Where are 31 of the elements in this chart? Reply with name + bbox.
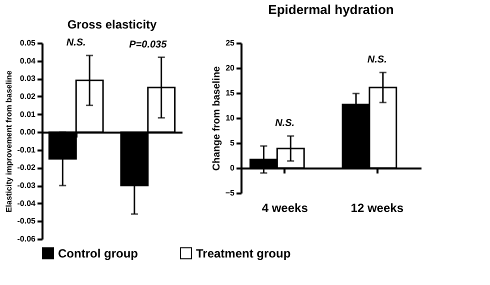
y-tick-label: 10 (226, 114, 236, 122)
y-tick-label: -0.02 (17, 163, 36, 172)
annotation: P=0.035 (129, 39, 168, 50)
y-tick-label: 0.00 (20, 128, 36, 137)
legend-label: Treatment group (196, 246, 291, 260)
y-tick-label: -0.05 (17, 216, 36, 226)
annotation: N.S. (367, 54, 387, 66)
y-tick-label: 5 (230, 138, 236, 148)
y-tick-label: 25 (226, 38, 236, 48)
y-axis-title: Change from baseline (211, 66, 222, 171)
y-tick-label: 0.04 (20, 56, 36, 66)
annotation: N.S. (275, 118, 295, 129)
y-axis-title: Elasticity improvement from baseline (4, 70, 14, 212)
y-tick-label: 0 (230, 164, 236, 172)
y-tick-label: -0.06 (17, 234, 36, 244)
y-tick-label: 15 (226, 88, 236, 98)
y-tick-label: 20 (226, 64, 236, 72)
y-tick-label: 0.05 (20, 38, 36, 48)
legend-label: Control group (58, 246, 138, 260)
x-tick-label: 4 weeks (262, 201, 308, 215)
y-tick-label: -0.04 (17, 198, 36, 208)
y-tick-label: 0.02 (20, 92, 36, 101)
y-tick-label: 0.03 (20, 74, 36, 84)
chart-title: Epidermal hydration (268, 2, 394, 17)
y-tick-label: 0.01 (20, 110, 36, 119)
y-tick-label: -0.01 (17, 145, 36, 154)
annotation: N.S. (66, 37, 86, 48)
y-tick-label: -0.03 (17, 181, 36, 190)
chart-title: Gross elasticity (67, 17, 158, 32)
x-tick-label: 12 weeks (350, 201, 404, 215)
y-tick-label: −5 (225, 188, 236, 198)
